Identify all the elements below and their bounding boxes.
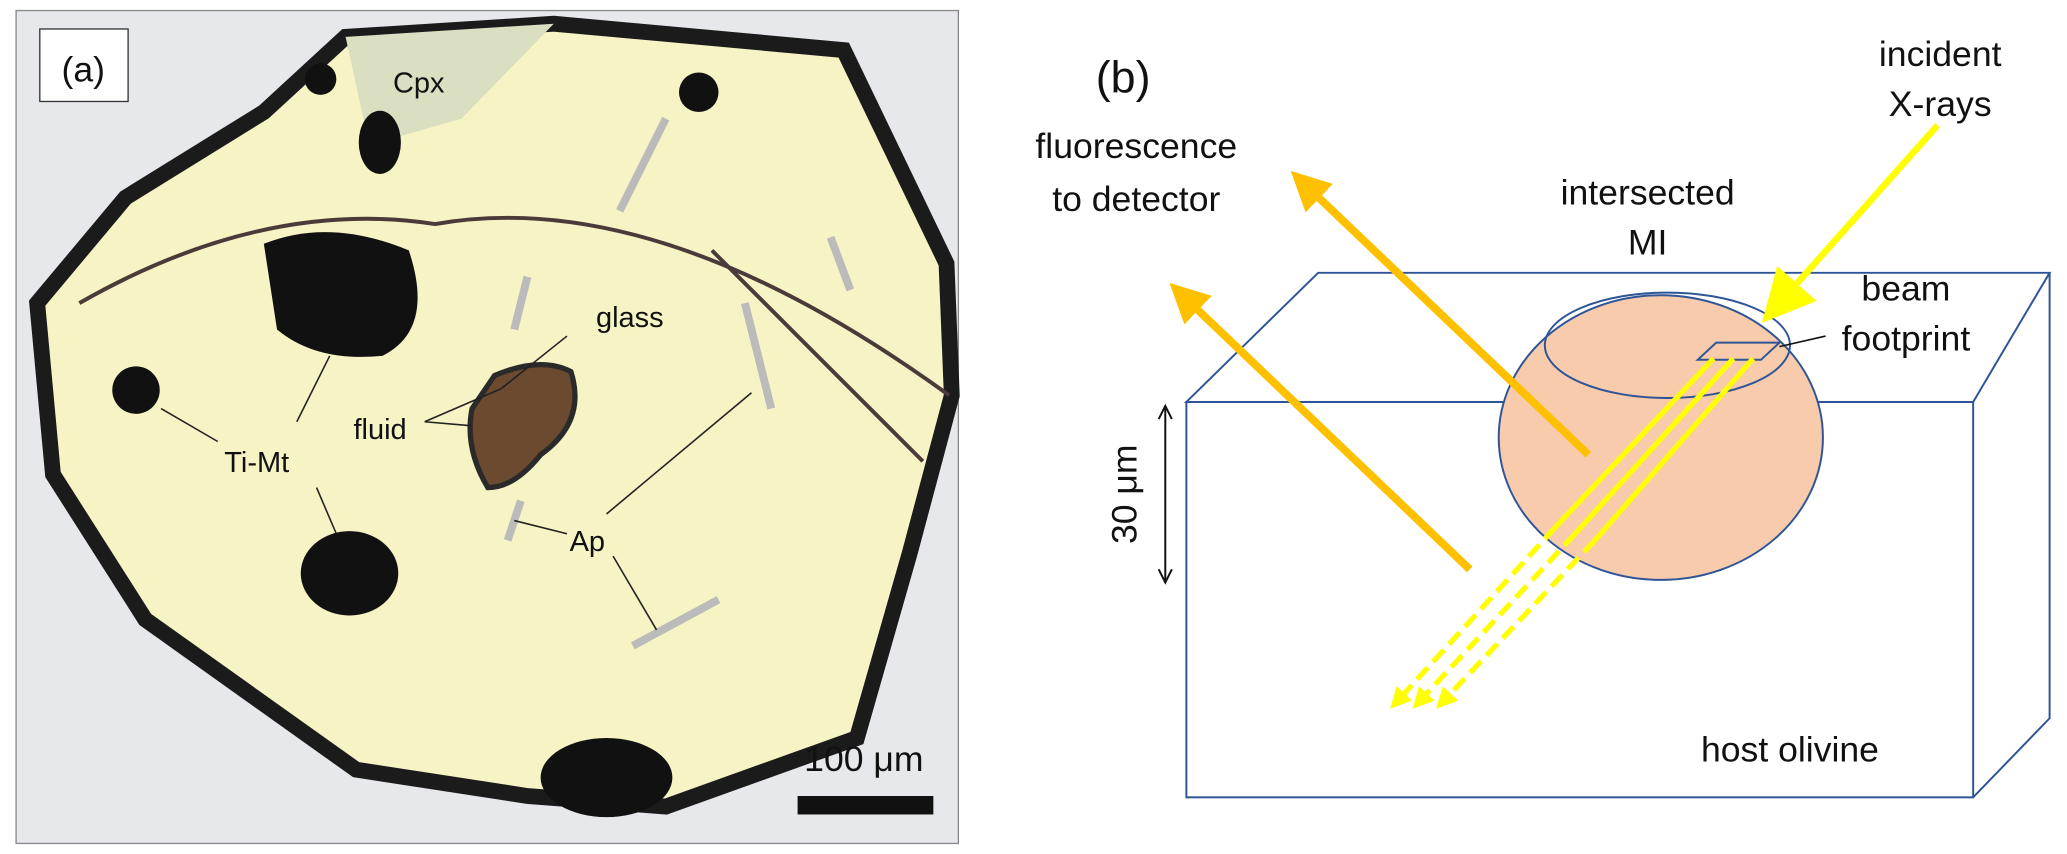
annotation: glass	[596, 302, 664, 334]
depth-label: 30 μm	[1104, 444, 1144, 544]
annotation: fluorescence to detector	[1035, 126, 1237, 219]
annotation: fluid	[353, 414, 406, 446]
panel-label: (a)	[62, 50, 105, 90]
scale-bar	[797, 796, 934, 815]
intersection-plane	[1543, 291, 1791, 399]
ti-mt-grain	[300, 531, 399, 616]
grain	[678, 72, 719, 113]
panel-label: (b)	[1096, 52, 1151, 102]
fluorescence-arrows	[1169, 170, 1592, 573]
crack	[710, 249, 925, 463]
apatite-needles	[503, 116, 855, 650]
annotation: intersected MI	[1561, 172, 1735, 262]
leader-lines	[160, 335, 752, 631]
cpx-region	[345, 23, 554, 145]
glass-inclusion	[467, 362, 578, 491]
x-ray-beams	[1390, 123, 1941, 709]
annotation: Ti-Mt	[224, 447, 289, 479]
crack	[78, 215, 951, 397]
beam-footprint	[1695, 341, 1782, 361]
grain	[540, 738, 673, 818]
ti-mt-grain	[263, 232, 418, 357]
diagram: (b) fluorescence to detector incident X-ra…	[1035, 34, 2052, 799]
annotation: host olivine	[1701, 730, 1879, 770]
grain	[304, 63, 337, 95]
ti-mt-grain	[112, 366, 160, 414]
leader-line	[1779, 335, 1826, 348]
photo: (a) Cpx glass fluid Ti-Mt Ap 100 μm	[15, 9, 960, 845]
annotation: beam footprint	[1842, 268, 1971, 358]
annotation: Ap	[570, 526, 605, 558]
panel-label-box	[39, 28, 129, 103]
scale-bar-label: 100 μm	[804, 739, 923, 779]
annotation: incident X-rays	[1879, 34, 2002, 124]
ti-mt-grain	[358, 110, 401, 174]
depth-arrow	[1157, 403, 1173, 585]
annotation: Cpx	[393, 67, 445, 99]
